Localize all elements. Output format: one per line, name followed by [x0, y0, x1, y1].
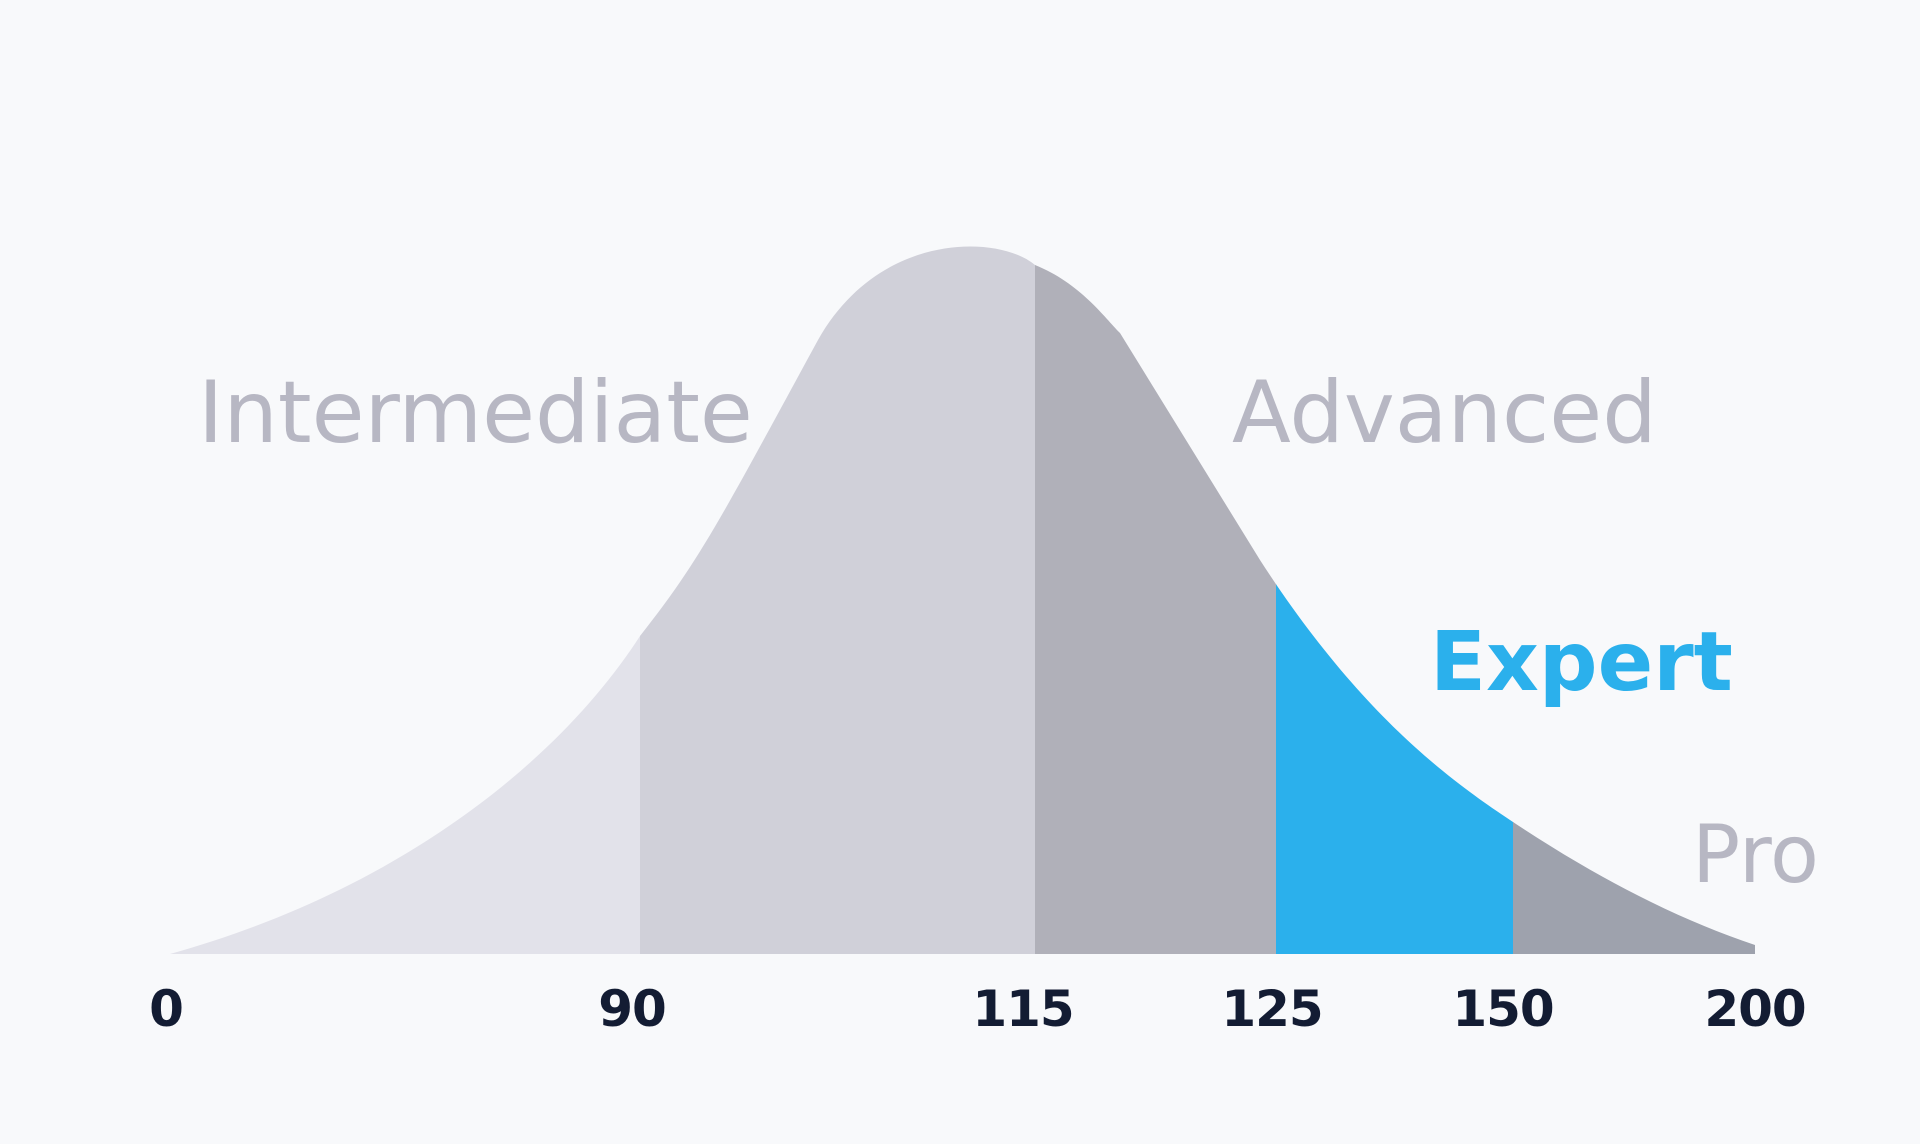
- x-tick-label-125: 125: [1221, 980, 1322, 1038]
- x-tick-label-0: 0: [149, 980, 183, 1038]
- x-tick-label-200: 200: [1704, 980, 1805, 1038]
- band-label-advanced: Advanced: [1232, 363, 1657, 463]
- x-tick-label-150: 150: [1452, 980, 1553, 1038]
- band-label-expert: Expert: [1430, 615, 1733, 710]
- x-tick-label-115: 115: [972, 980, 1073, 1038]
- band-intermediate: [640, 246, 1036, 954]
- x-tick-label-90: 90: [598, 980, 666, 1038]
- band-label-pro: Pro: [1692, 808, 1819, 901]
- band-label-intermediate: Intermediate: [198, 363, 753, 463]
- band-expert: [1276, 246, 1514, 954]
- band-beginner-range: [170, 246, 641, 954]
- band-advanced: [1035, 246, 1277, 954]
